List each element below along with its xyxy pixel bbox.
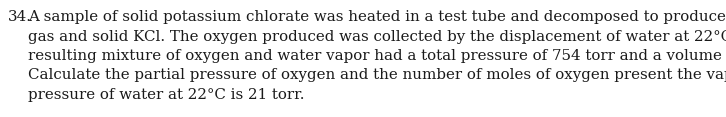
Text: gas and solid KCl. The oxygen produced was collected by the displacement of wate: gas and solid KCl. The oxygen produced w… (28, 29, 726, 44)
Text: A sample of solid potassium chlorate was heated in a test tube and decomposed to: A sample of solid potassium chlorate was… (28, 10, 726, 24)
Text: Calculate the partial pressure of oxygen and the number of moles of oxygen prese: Calculate the partial pressure of oxygen… (28, 68, 726, 82)
Text: resulting mixture of oxygen and water vapor had a total pressure of 754 torr and: resulting mixture of oxygen and water va… (28, 49, 726, 63)
Text: 34.: 34. (8, 10, 32, 24)
Text: pressure of water at 22°C is 21 torr.: pressure of water at 22°C is 21 torr. (28, 88, 304, 102)
